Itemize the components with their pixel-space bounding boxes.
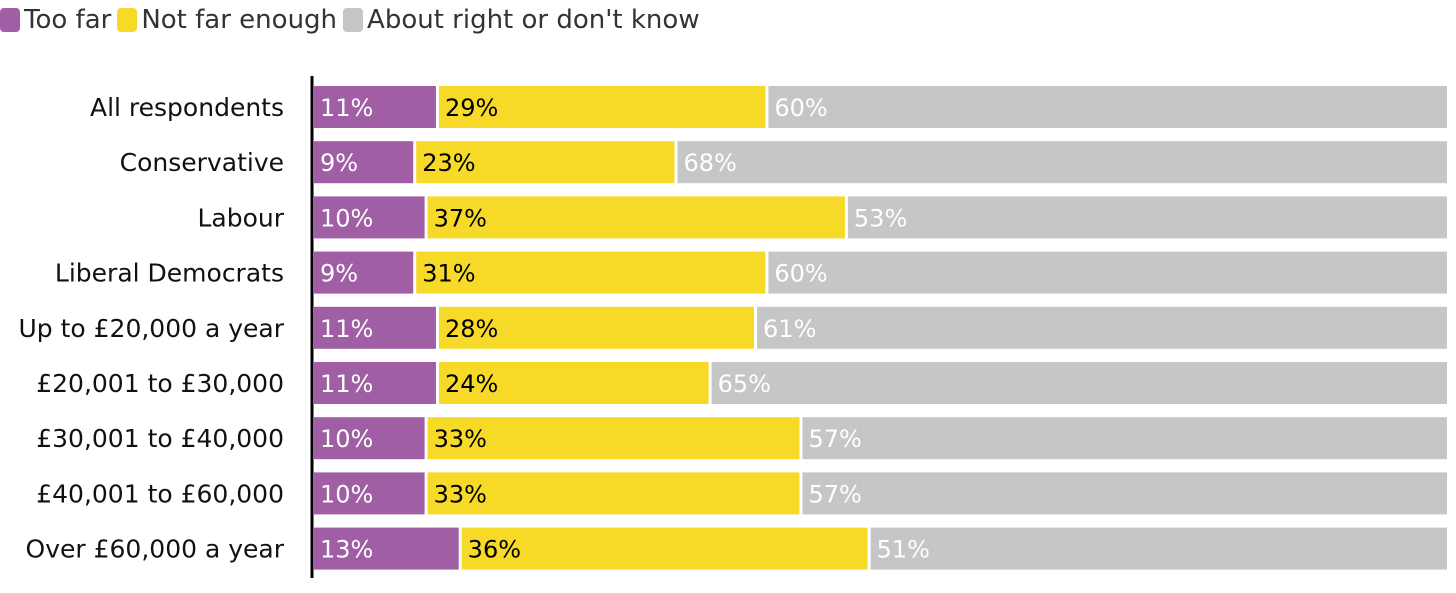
bar-row-40-001-to-60-000: £40,001 to £60,000 10% 33% 57% xyxy=(36,472,1447,515)
legend-label-about-right: About right or don't know xyxy=(367,5,700,35)
legend-item-about-right: About right or don't know xyxy=(343,5,700,35)
value-label: 31% xyxy=(422,260,475,288)
value-label: 60% xyxy=(774,260,827,288)
bar-segment-not-far-enough xyxy=(416,251,766,294)
bar-segment-about-right-or-don-t-know xyxy=(802,472,1447,515)
bar-row-over-60-000-a-year: Over £60,000 a year 13% 36% 51% xyxy=(26,527,1447,570)
value-label: 29% xyxy=(445,94,498,122)
bar-segment-not-far-enough xyxy=(427,417,800,460)
category-label: All respondents xyxy=(90,93,284,122)
category-label: £40,001 to £60,000 xyxy=(36,479,284,508)
bar-segment-too-far xyxy=(314,141,414,184)
value-label: 11% xyxy=(320,370,373,398)
bar-segment-about-right-or-don-t-know xyxy=(757,306,1447,349)
value-label: 68% xyxy=(684,149,737,177)
category-label: Over £60,000 a year xyxy=(26,535,285,564)
bar-segment-about-right-or-don-t-know xyxy=(847,196,1447,239)
legend-item-not-far-enough: Not far enough xyxy=(117,5,337,35)
value-label: 57% xyxy=(808,425,861,453)
value-label: 33% xyxy=(434,425,487,453)
value-label: 9% xyxy=(320,260,358,288)
value-label: 10% xyxy=(320,204,373,232)
value-label: 61% xyxy=(763,315,816,343)
bar-segment-too-far xyxy=(314,196,425,239)
value-label: 11% xyxy=(320,315,373,343)
value-label: 33% xyxy=(434,480,487,508)
bar-row-up-to-20-000-a-year: Up to £20,000 a year 11% 28% 61% xyxy=(18,306,1447,349)
bar-segment-too-far xyxy=(314,251,414,294)
value-label: 57% xyxy=(808,480,861,508)
legend-item-too-far: Too far xyxy=(0,5,111,35)
category-label: Up to £20,000 a year xyxy=(18,314,284,343)
legend-swatch-about-right xyxy=(343,8,364,32)
bar-segment-about-right-or-don-t-know xyxy=(768,251,1447,294)
bar-segment-about-right-or-don-t-know xyxy=(677,141,1447,184)
bar-segment-not-far-enough xyxy=(438,306,755,349)
value-label: 53% xyxy=(854,204,907,232)
bar-segment-not-far-enough xyxy=(416,141,675,184)
bar-segment-about-right-or-don-t-know xyxy=(768,86,1447,128)
bar-segment-not-far-enough xyxy=(427,196,845,239)
legend-swatch-not-far-enough xyxy=(117,8,138,32)
bar-segment-too-far xyxy=(314,472,425,515)
value-label: 24% xyxy=(445,370,498,398)
bar-segment-not-far-enough xyxy=(427,472,800,515)
value-label: 28% xyxy=(445,315,498,343)
legend-label-not-far-enough: Not far enough xyxy=(141,5,338,35)
category-label: £20,001 to £30,000 xyxy=(36,369,284,398)
value-label: 9% xyxy=(320,149,358,177)
value-label: 37% xyxy=(434,204,487,232)
bar-segment-too-far xyxy=(314,86,436,128)
category-label: £30,001 to £40,000 xyxy=(36,424,284,453)
value-label: 10% xyxy=(320,425,373,453)
bar-row-labour: Labour 10% 37% 53% xyxy=(197,196,1447,239)
value-label: 11% xyxy=(320,94,373,122)
category-label: Labour xyxy=(197,203,284,232)
bar-segment-too-far xyxy=(314,417,425,460)
legend-label-too-far: Too far xyxy=(24,5,112,35)
chart-legend: Too far Not far enough About right or do… xyxy=(0,2,706,38)
value-label: 51% xyxy=(877,536,930,564)
value-label: 23% xyxy=(422,149,475,177)
bar-segment-too-far xyxy=(314,362,436,404)
value-label: 10% xyxy=(320,480,373,508)
bar-row-30-001-to-40-000: £30,001 to £40,000 10% 33% 57% xyxy=(36,417,1447,460)
category-label: Conservative xyxy=(120,148,284,177)
bar-segment-too-far xyxy=(314,527,459,570)
category-label: Liberal Democrats xyxy=(55,259,284,288)
bar-segment-about-right-or-don-t-know xyxy=(711,362,1447,404)
bar-row-20-001-to-30-000: £20,001 to £30,000 11% 24% 65% xyxy=(36,362,1447,404)
value-label: 65% xyxy=(718,370,771,398)
bar-segment-too-far xyxy=(314,306,436,349)
value-label: 13% xyxy=(320,536,373,564)
bar-row-conservative: Conservative 9% 23% 68% xyxy=(120,141,1447,184)
value-label: 36% xyxy=(468,536,521,564)
value-label: 60% xyxy=(774,94,827,122)
bar-segment-not-far-enough xyxy=(438,362,709,404)
bar-segment-not-far-enough xyxy=(461,527,868,570)
legend-swatch-too-far xyxy=(0,8,20,32)
bar-row-all-respondents: All respondents 11% 29% 60% xyxy=(90,86,1447,128)
bar-segment-about-right-or-don-t-know xyxy=(870,527,1447,570)
bar-row-liberal-democrats: Liberal Democrats 9% 31% 60% xyxy=(55,251,1447,294)
bar-segment-about-right-or-don-t-know xyxy=(802,417,1447,460)
bar-segment-not-far-enough xyxy=(438,86,766,128)
